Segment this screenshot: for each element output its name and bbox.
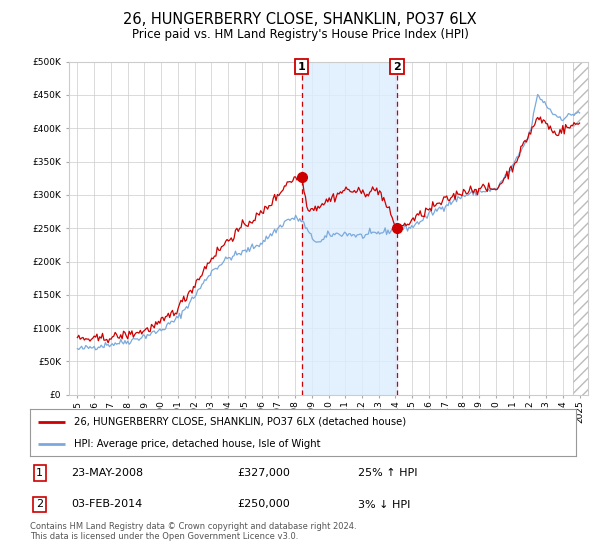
Text: 3% ↓ HPI: 3% ↓ HPI bbox=[358, 500, 410, 510]
Text: Price paid vs. HM Land Registry's House Price Index (HPI): Price paid vs. HM Land Registry's House … bbox=[131, 28, 469, 41]
Text: Contains HM Land Registry data © Crown copyright and database right 2024.
This d: Contains HM Land Registry data © Crown c… bbox=[30, 522, 356, 542]
Text: 26, HUNGERBERRY CLOSE, SHANKLIN, PO37 6LX: 26, HUNGERBERRY CLOSE, SHANKLIN, PO37 6L… bbox=[123, 12, 477, 27]
Text: £327,000: £327,000 bbox=[238, 468, 290, 478]
Text: £250,000: £250,000 bbox=[238, 500, 290, 510]
Bar bbox=[302, 62, 397, 395]
Text: 1: 1 bbox=[298, 62, 305, 72]
Bar bbox=[572, 62, 588, 395]
Text: 25% ↑ HPI: 25% ↑ HPI bbox=[358, 468, 417, 478]
Text: 1: 1 bbox=[37, 468, 43, 478]
Bar bbox=[572, 62, 588, 395]
Text: 03-FEB-2014: 03-FEB-2014 bbox=[71, 500, 142, 510]
Text: 23-MAY-2008: 23-MAY-2008 bbox=[71, 468, 143, 478]
Text: 2: 2 bbox=[393, 62, 401, 72]
Text: HPI: Average price, detached house, Isle of Wight: HPI: Average price, detached house, Isle… bbox=[74, 438, 320, 449]
Text: 26, HUNGERBERRY CLOSE, SHANKLIN, PO37 6LX (detached house): 26, HUNGERBERRY CLOSE, SHANKLIN, PO37 6L… bbox=[74, 417, 406, 427]
Text: 2: 2 bbox=[36, 500, 43, 510]
